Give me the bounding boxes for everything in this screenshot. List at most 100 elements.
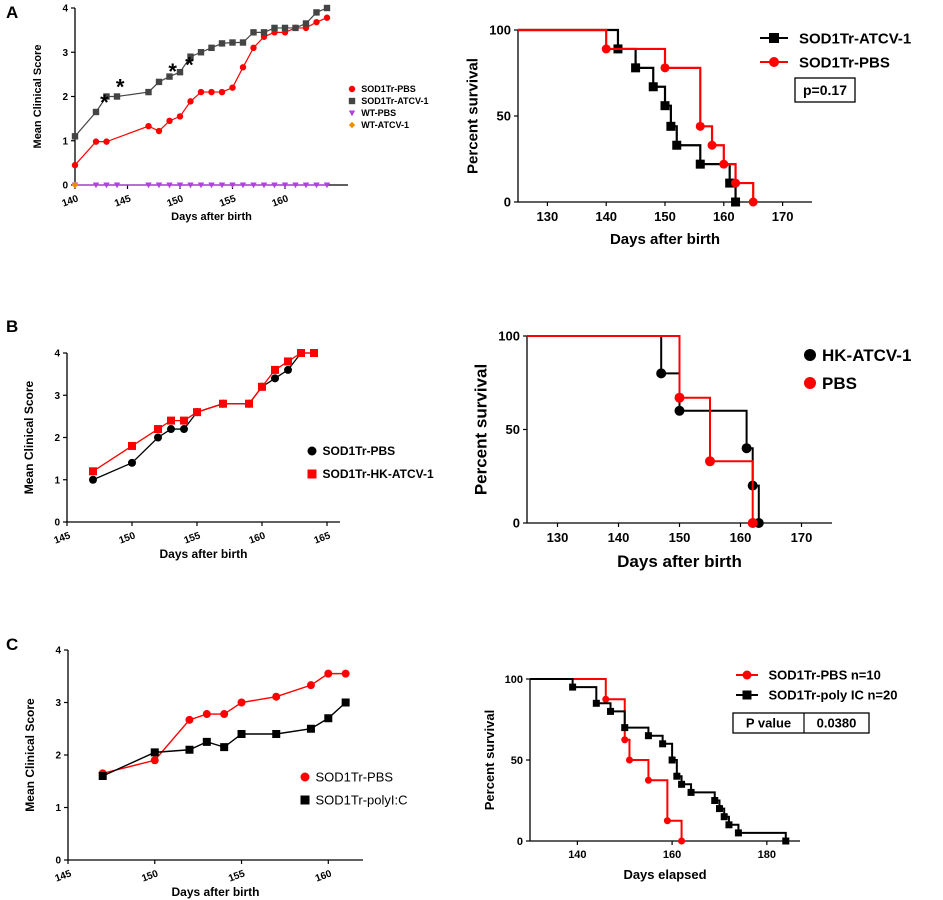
- series-sod1tr-atcv-1-point: [250, 29, 257, 36]
- series-sod1tr-pbs-point: [166, 117, 173, 125]
- series-sod1tr-poly-ic-n-20-point: [782, 837, 790, 845]
- series-sod1tr-polyi-c-point: [202, 737, 211, 746]
- series-sod1tr-pbs-point: [150, 756, 159, 765]
- x-tick-label: 130: [537, 209, 559, 224]
- y-tick-label: 50: [497, 109, 511, 124]
- x-axis-label: Days after birth: [171, 885, 259, 899]
- series-hk-atcv-1-point: [674, 405, 685, 416]
- y-tick-label: 4: [62, 4, 68, 15]
- series-sod1tr-pbs-point: [323, 14, 331, 21]
- series-sod1tr-pbs-point: [250, 44, 257, 52]
- series-hk-atcv-1-point: [656, 368, 667, 379]
- series-sod1tr-poly-ic-n-20-point: [621, 724, 629, 732]
- legend-swatch-marker: [348, 121, 356, 129]
- series-sod1tr-atcv-1-point: [648, 82, 658, 92]
- chart-b-clinical-score: 0 1 2 3 4 145 150 155 160 165 Days after birth Mean…: [22, 349, 434, 562]
- legend-swatch-marker: [348, 97, 356, 105]
- series-sod1tr-polyi-c-point: [324, 714, 333, 723]
- series-sod1tr-pbs-point: [229, 84, 236, 91]
- y-tick-label: 50: [506, 422, 520, 437]
- series-sod1tr-pbs-point: [176, 113, 184, 120]
- series-sod1tr-pbs-n-10-point: [678, 837, 686, 845]
- x-axis-label: Days elapsed: [623, 867, 706, 882]
- x-tick-label: 160: [730, 530, 752, 545]
- panel-label-a: A: [6, 3, 18, 22]
- series-sod1tr-pbs-point: [103, 138, 110, 145]
- legend-label: SOD1Tr-PBS: [316, 770, 394, 785]
- legend-swatch-marker: [307, 469, 317, 479]
- series-sod1tr-hk-atcv-1-line: [92, 352, 314, 472]
- series-wt-pbs-point: [113, 182, 121, 189]
- legend-label: SOD1Tr-poly IC n=20: [769, 688, 898, 703]
- series-wt-pbs-point: [187, 182, 194, 189]
- series-sod1tr-pbs-point: [197, 88, 205, 96]
- x-tick-label: 155: [183, 530, 203, 546]
- series-sod1tr-pbs-point: [324, 669, 333, 678]
- series-sod1tr-poly-ic-n-20-point: [668, 756, 676, 764]
- series-sod1tr-pbs-point: [155, 127, 163, 135]
- x-tick-label: 150: [140, 868, 160, 884]
- series-sod1tr-poly-ic-n-20-point: [711, 797, 719, 804]
- significance-star: *: [185, 52, 194, 77]
- series-sod1tr-atcv-1-point: [197, 49, 205, 56]
- series-sod1tr-atcv-1-point: [271, 24, 278, 32]
- series-wt-pbs-point: [260, 182, 268, 189]
- series-wt-pbs-point: [313, 182, 320, 189]
- series-sod1tr-pbs-point: [89, 475, 97, 484]
- series-wt-pbs-point: [218, 182, 226, 189]
- legend-label: SOD1Tr-PBS n=10: [769, 668, 881, 683]
- y-axis-label: Mean Clinical Score: [23, 698, 37, 812]
- x-tick-label: 140: [595, 209, 617, 224]
- y-tick-label: 0: [62, 181, 68, 192]
- series-sod1tr-poly-ic-n-20-point: [659, 740, 667, 748]
- series-sod1tr-hk-atcv-1-point: [167, 416, 175, 425]
- legend-swatch-marker: [804, 349, 816, 361]
- series-sod1tr-poly-ic-n-20-point: [607, 707, 615, 715]
- stats-box: [794, 77, 856, 103]
- series-sod1tr-atcv-1-point: [71, 133, 79, 140]
- series-sod1tr-pbs-point: [145, 122, 152, 130]
- legend-label: HK-ATCV-1: [822, 346, 911, 365]
- series-sod1tr-atcv-1-point: [731, 197, 741, 207]
- series-sod1tr-pbs-point: [220, 710, 229, 719]
- series-sod1tr-pbs-point: [313, 18, 320, 26]
- series-sod1tr-pbs-line: [92, 352, 314, 481]
- series-sod1tr-pbs-point: [731, 178, 741, 188]
- y-tick-label: 0: [517, 836, 523, 848]
- series-sod1tr-atcv-1-point: [239, 39, 247, 46]
- series-sod1tr-pbs-point: [237, 698, 246, 707]
- series-wt-pbs-point: [292, 182, 299, 189]
- y-tick-label: 3: [55, 698, 61, 709]
- x-tick-label: 150: [654, 209, 676, 224]
- series-wt-pbs-point: [323, 182, 331, 189]
- x-tick-label: 150: [118, 530, 138, 546]
- series-sod1tr-atcv-1-point: [323, 4, 331, 12]
- series-wt-pbs-point: [103, 182, 110, 189]
- x-tick-label: 180: [758, 849, 776, 861]
- series-sod1tr-poly-ic-n-20-point: [720, 813, 728, 821]
- chart-c-survival: 0 50 100 140 160 180 Days elapsed Percent survi…: [482, 668, 898, 882]
- chart-a-survival: 0 50 100 130 140 150 160 170 Days after birth Per…: [464, 23, 911, 248]
- series-sod1tr-poly-ic-n-20-point: [644, 732, 652, 740]
- y-tick-label: 2: [62, 92, 68, 103]
- series-sod1tr-pbs-curve: [518, 28, 755, 202]
- series-sod1tr-hk-atcv-1-point: [180, 416, 188, 425]
- series-pbs-point: [705, 456, 715, 467]
- series-sod1tr-hk-atcv-1-point: [297, 349, 305, 357]
- y-tick-label: 50: [511, 755, 523, 767]
- stats-box-label: P value: [746, 716, 791, 731]
- y-tick-label: 0: [513, 516, 520, 531]
- y-axis-label: Percent survival: [464, 58, 481, 174]
- legend-swatch-marker: [300, 795, 310, 805]
- y-axis-label: Percent survival: [471, 364, 490, 495]
- series-sod1tr-atcv-1-point: [145, 88, 152, 96]
- series-sod1tr-pbs-point: [719, 159, 729, 169]
- series-sod1tr-atcv-1-point: [281, 24, 289, 32]
- series-sod1tr-atcv-1-point: [631, 63, 641, 73]
- series-sod1tr-atcv-1-point: [313, 9, 320, 16]
- series-sod1tr-hk-atcv-1-point: [258, 382, 266, 391]
- series-sod1tr-pbs-point: [695, 121, 705, 131]
- y-tick-label: 100: [489, 23, 511, 38]
- legend-label: SOD1Tr-PBS: [323, 444, 396, 458]
